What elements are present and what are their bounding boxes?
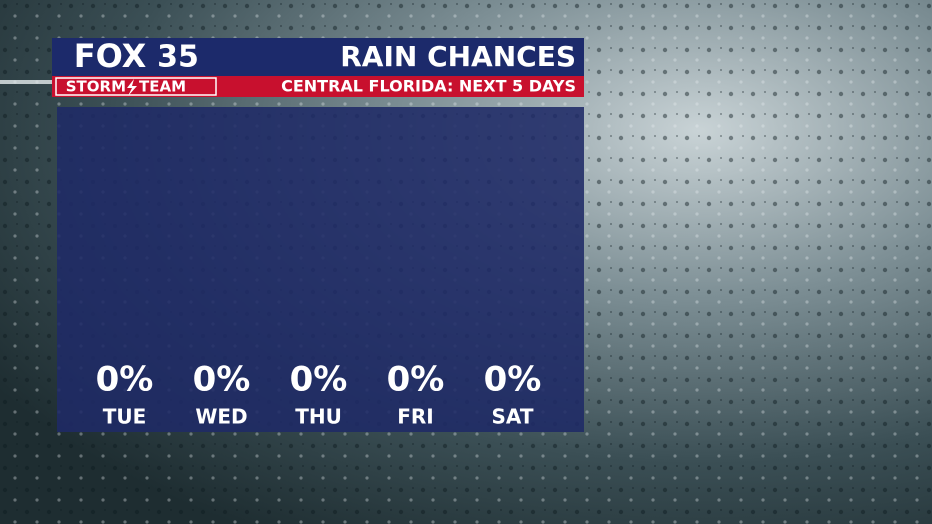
logo-bolt (127, 79, 137, 96)
value-label: 0% (290, 360, 348, 400)
title-bar (220, 38, 584, 76)
logo-frame (55, 77, 217, 96)
x-tick-label: WED (195, 405, 247, 429)
logo-top (52, 38, 220, 76)
value-label: 0% (193, 360, 251, 400)
rule-line (0, 80, 52, 84)
value-label: 0% (387, 360, 445, 400)
x-tick-label: THU (295, 405, 342, 429)
chart-subtitle: CENTRAL FLORIDA: NEXT 5 DAYS (281, 77, 576, 96)
value-label: 0% (96, 360, 154, 400)
x-tick-label: SAT (492, 405, 534, 429)
logo-team-left: STORM (66, 78, 126, 96)
logo-team-right: TEAM (139, 78, 186, 96)
subtitle-bar (220, 76, 584, 97)
x-tick-label: FRI (397, 405, 434, 429)
panel (57, 107, 584, 432)
logo-brand: FOX (74, 37, 147, 75)
logo-channel: 35 (157, 40, 199, 75)
plot: 0% TUE 0% WED 0% THU 0% FRI 0% SAT (96, 360, 542, 429)
value-label: 0% (484, 360, 542, 400)
x-tick-label: TUE (103, 405, 147, 429)
chart-title: RAIN CHANCES (340, 40, 576, 73)
